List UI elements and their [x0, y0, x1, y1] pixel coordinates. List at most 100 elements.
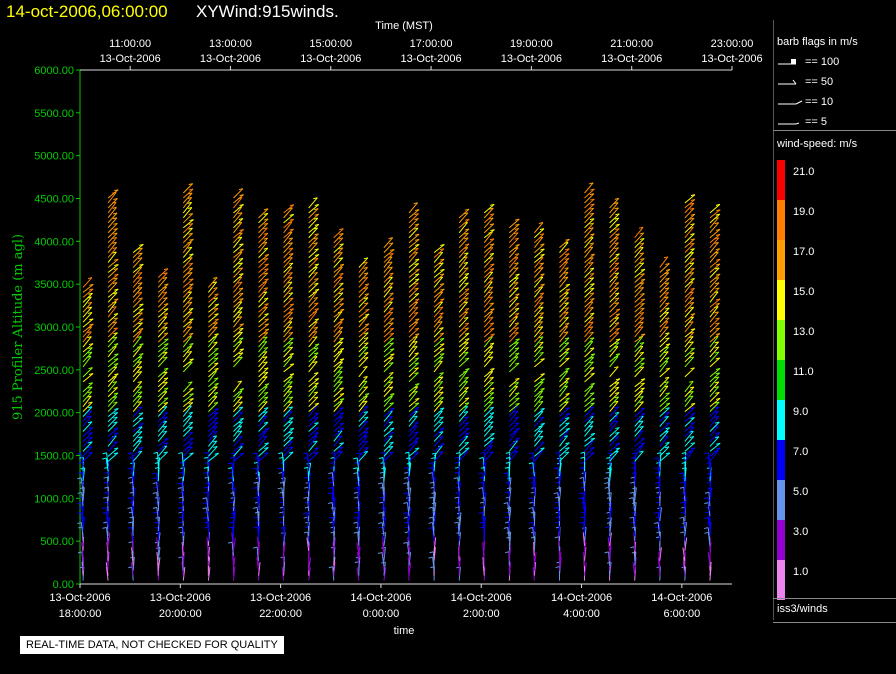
wind-barb-flag: [414, 282, 419, 285]
wind-barb-staff: [233, 276, 243, 288]
wind-barb-flag: [239, 229, 244, 231]
wind-barb-flag: [439, 248, 444, 251]
wind-barb-staff: [82, 306, 93, 318]
wind-barb-flag: [163, 312, 169, 315]
wind-barb-flag: [565, 412, 570, 415]
wind-barb-flag: [489, 223, 494, 226]
wind-barb-staff: [107, 373, 119, 383]
wind-barb-staff: [333, 442, 344, 452]
barb-legend-label: == 100: [805, 56, 839, 68]
wind-barb-flag: [163, 322, 168, 325]
wind-barb-staff: [609, 415, 619, 427]
wind-barb-staff: [659, 332, 670, 343]
wind-barb-flag: [664, 435, 669, 438]
wind-barb-staff: [558, 472, 562, 487]
wind-barb-flag: [664, 282, 670, 285]
wind-barb-staff: [584, 412, 595, 422]
wind-barb-flag: [438, 431, 444, 434]
wind-barb-staff: [684, 356, 695, 368]
wind-barb-flag: [152, 506, 157, 509]
wind-barb-flag: [540, 387, 545, 390]
wind-barb-staff: [231, 462, 234, 477]
wind-barb-staff: [80, 452, 84, 467]
wind-barb-flag: [515, 427, 520, 430]
legend-separator: [773, 622, 896, 623]
wind-barb-flag: [514, 237, 519, 240]
wind-barb-staff: [559, 367, 570, 378]
wind-barb-flag: [614, 292, 620, 295]
wind-barb-staff: [157, 532, 161, 546]
wind-barb-staff: [408, 346, 418, 358]
wind-barb-flag: [639, 341, 645, 344]
wind-barb-flag: [137, 257, 143, 260]
wind-barb-flag: [414, 217, 419, 220]
wind-barb-staff: [283, 451, 294, 462]
wind-barb-staff: [458, 338, 470, 348]
wind-barb-staff: [534, 228, 545, 239]
wind-barb-flag: [488, 316, 494, 319]
wind-barb-flag: [715, 273, 721, 276]
wind-barb-flag: [414, 362, 419, 365]
wind-barb-staff: [584, 326, 594, 338]
wind-barb-staff: [107, 532, 111, 546]
wind-barb-flag: [653, 521, 659, 524]
wind-barb-flag: [413, 306, 419, 309]
wind-barb-staff: [433, 421, 444, 432]
wind-barb-staff: [81, 492, 84, 507]
wind-barb-flag: [314, 347, 319, 350]
wind-barb-flag: [314, 372, 319, 375]
wind-barb-staff: [457, 477, 460, 492]
wind-barb-flag: [314, 204, 319, 207]
wind-barb-staff: [283, 317, 294, 328]
wind-barb-staff: [707, 497, 711, 512]
wind-barb-staff: [383, 337, 395, 348]
wind-barb-staff: [557, 492, 560, 507]
wind-barb-staff: [433, 348, 445, 358]
wind-barb-flag: [339, 337, 344, 340]
wind-barb-flag: [364, 427, 369, 430]
wind-barb-staff: [132, 401, 143, 412]
colorbar-label: 21.0: [793, 166, 814, 178]
wind-barb-flag: [114, 189, 119, 192]
wind-barb-flag: [364, 332, 369, 335]
wind-barb-staff: [684, 213, 696, 224]
wind-barb-staff: [333, 266, 343, 278]
wind-barb-flag: [113, 327, 118, 330]
wind-barb-flag: [630, 481, 635, 484]
wind-barb-staff: [308, 326, 319, 338]
wind-barb-staff: [634, 382, 645, 393]
wind-barb-flag: [640, 237, 645, 240]
wind-barb-flag: [590, 382, 595, 385]
wind-barb-staff: [483, 302, 495, 313]
wind-barb-flag: [613, 420, 618, 423]
wind-barb-staff: [157, 277, 168, 288]
wind-barb-staff: [182, 262, 194, 273]
wind-barb-staff: [634, 232, 645, 244]
wind-barb-flag: [614, 272, 619, 275]
wind-barb-staff: [408, 425, 418, 437]
wind-barb-staff: [533, 430, 544, 442]
wind-barb-flag: [514, 362, 520, 365]
wind-barb-staff: [383, 307, 394, 318]
wind-barb-flag: [164, 338, 169, 341]
wind-barb-staff: [131, 507, 134, 522]
wind-barb-staff: [433, 338, 445, 348]
wind-barb-staff: [182, 421, 194, 432]
wind-barb-staff: [508, 287, 519, 298]
wind-barb-flag: [464, 208, 470, 211]
wind-barb-staff: [634, 512, 637, 526]
wind-barb-staff: [258, 367, 269, 378]
wind-barb-staff: [684, 407, 695, 417]
wind-barb-staff: [483, 356, 494, 368]
wind-barb-staff: [82, 415, 92, 427]
wind-barb-staff: [684, 422, 695, 432]
wind-barb-flag: [279, 516, 284, 519]
wind-barb-flag: [213, 307, 219, 310]
wind-barb-staff: [534, 411, 544, 422]
wind-barb-flag: [589, 267, 594, 270]
wind-barb-flag: [590, 372, 595, 375]
wind-barb-flag: [188, 381, 193, 384]
wind-barb-staff: [182, 287, 193, 298]
wind-barb-staff: [532, 522, 535, 536]
wind-barb-staff: [609, 198, 620, 209]
